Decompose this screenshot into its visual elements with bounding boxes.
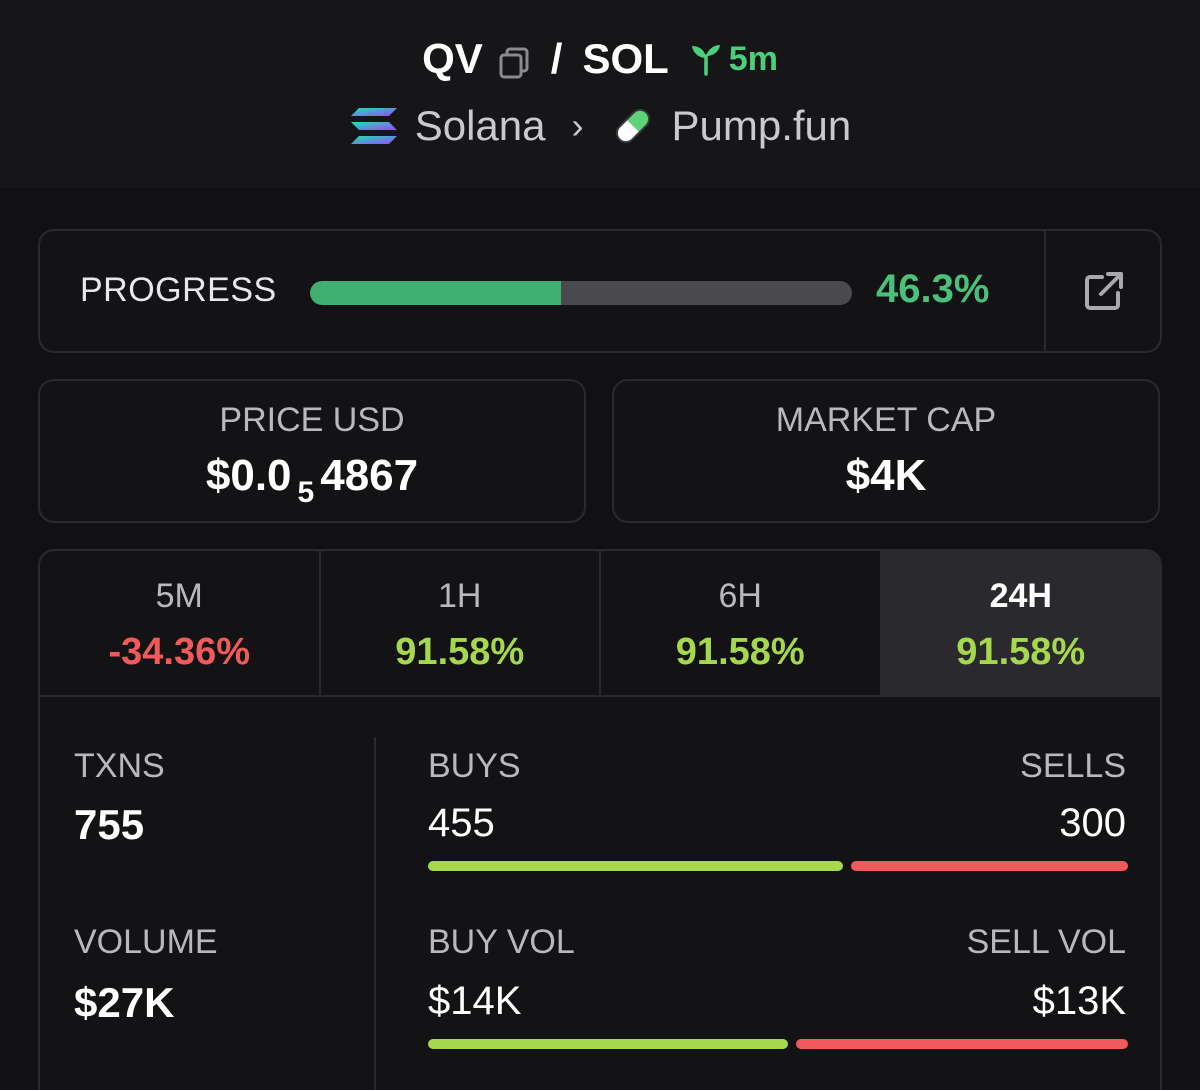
chevron-right-icon: › [571, 105, 584, 146]
buys-label: BUYS [428, 747, 521, 785]
txns-value: 755 [74, 801, 145, 848]
tab-change: -34.36% [108, 631, 251, 673]
tab-6h[interactable]: 6H 91.58% [601, 551, 882, 695]
sell-vol-value: $13K [1032, 979, 1126, 1023]
buy-sell-ratio-bar [428, 861, 1128, 871]
buy-vol-bar [428, 1039, 788, 1049]
pair-age-text: 5m [728, 39, 778, 78]
market-cap-card: MARKET CAP $4K [612, 379, 1160, 523]
timeframe-tabs: 5M -34.36% 1H 91.58% 6H 91.58% 24H 91.58… [40, 551, 1160, 697]
platform-link[interactable]: Pump.fun [671, 102, 852, 149]
tab-label: 24H [989, 577, 1052, 615]
base-token: QV [422, 35, 483, 82]
external-link-button[interactable] [1046, 231, 1162, 351]
pair-separator: / [550, 35, 563, 82]
price-zero-count: 5 [297, 476, 315, 509]
progress-bar-fill [310, 281, 561, 305]
breadcrumb: Solana › Pump.fun [0, 98, 1200, 154]
tab-change: 91.58% [395, 631, 525, 673]
chain-link[interactable]: Solana [414, 102, 546, 149]
sells-bar [851, 861, 1128, 871]
copy-icon[interactable] [497, 42, 531, 79]
tab-label: 1H [438, 577, 482, 615]
sells-label: SELLS [1020, 747, 1126, 785]
progress-bar [310, 281, 852, 305]
tab-label: 6H [718, 577, 762, 615]
pair-title: QV / SOL 5m [0, 30, 1200, 88]
price-prefix: $0.0 [205, 451, 292, 500]
tab-5m[interactable]: 5M -34.36% [40, 551, 321, 695]
txns-label: TXNS [74, 747, 165, 785]
buys-bar [428, 861, 844, 871]
buy-vol-label: BUY VOL [428, 923, 575, 961]
sells-value: 300 [1059, 801, 1126, 845]
divider [1044, 231, 1046, 351]
sell-vol-bar [795, 1039, 1128, 1049]
quote-token: SOL [582, 35, 669, 82]
price-change-panel: 5M -34.36% 1H 91.58% 6H 91.58% 24H 91.58… [38, 549, 1162, 1090]
sprout-icon [691, 45, 720, 76]
progress-label: PROGRESS [80, 271, 277, 309]
tab-change: 91.58% [675, 631, 805, 673]
tab-label: 5M [155, 577, 203, 615]
volume-ratio-bar [428, 1039, 1128, 1049]
bonding-progress: PROGRESS 46.3% [38, 229, 1162, 353]
price-digits: 4867 [320, 451, 419, 500]
price-card: PRICE USD $0.0 5 4867 [38, 379, 586, 523]
divider [374, 737, 376, 1090]
pair-age: 5m [689, 40, 778, 79]
pair-header: QV / SOL 5m [0, 0, 1200, 188]
external-link-icon [1085, 272, 1123, 310]
price-label: PRICE USD [219, 401, 405, 439]
market-cap-label: MARKET CAP [775, 401, 997, 439]
volume-value: $27K [74, 979, 175, 1026]
tab-1h[interactable]: 1H 91.58% [321, 551, 601, 695]
sell-vol-label: SELL VOL [966, 923, 1126, 961]
solana-icon [350, 108, 397, 144]
market-cap-value: $4K [845, 451, 927, 500]
buys-value: 455 [428, 801, 495, 845]
tab-change: 91.58% [956, 631, 1086, 673]
volume-label: VOLUME [74, 923, 218, 961]
buy-vol-value: $14K [428, 979, 522, 1023]
price-value: $0.0 5 4867 [40, 451, 584, 510]
progress-value: 46.3% [876, 267, 990, 311]
tab-24h[interactable]: 24H 91.58% [881, 551, 1160, 695]
pill-icon [615, 108, 650, 144]
